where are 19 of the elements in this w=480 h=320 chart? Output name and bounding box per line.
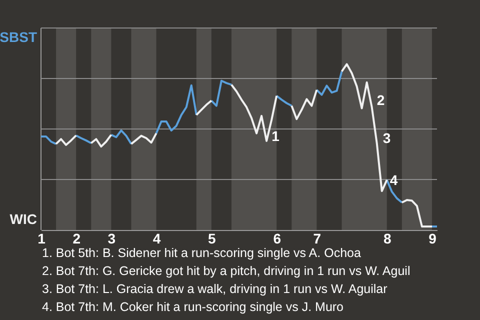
text: 2. Bot 7th: G. Gericke got hit by a pitch, driving in 1 run vs W. Aguil	[42, 264, 410, 278]
x-tick-label: 9	[428, 230, 437, 246]
x-tick-label: 7	[313, 230, 322, 246]
text: 3. Bot 7th: L. Gracia drew a walk, driving in 1 run vs W. Aguilar	[42, 282, 388, 296]
annotation: 2	[376, 92, 385, 108]
x-tick-label: 4	[152, 230, 161, 246]
text: SBST	[0, 29, 38, 45]
x-tick-label: 5	[208, 230, 216, 246]
x-tick-label: 6	[273, 230, 282, 246]
annotation: 4	[390, 172, 398, 188]
x-tick-label: 8	[383, 230, 392, 246]
annotation: 3	[382, 130, 391, 146]
x-tick-label: 2	[72, 230, 81, 246]
text: 1. Bot 5th: B. Sidener hit a run-scoring single vs A. Ochoa	[42, 246, 361, 260]
x-tick-label: 1	[38, 230, 46, 246]
text: WIC	[10, 211, 37, 227]
text: 4. Bot 7th: M. Coker hit a run-scoring single vs J. Muro	[42, 300, 344, 314]
annotation: 1	[272, 128, 280, 144]
x-tick-label: 3	[108, 230, 116, 246]
